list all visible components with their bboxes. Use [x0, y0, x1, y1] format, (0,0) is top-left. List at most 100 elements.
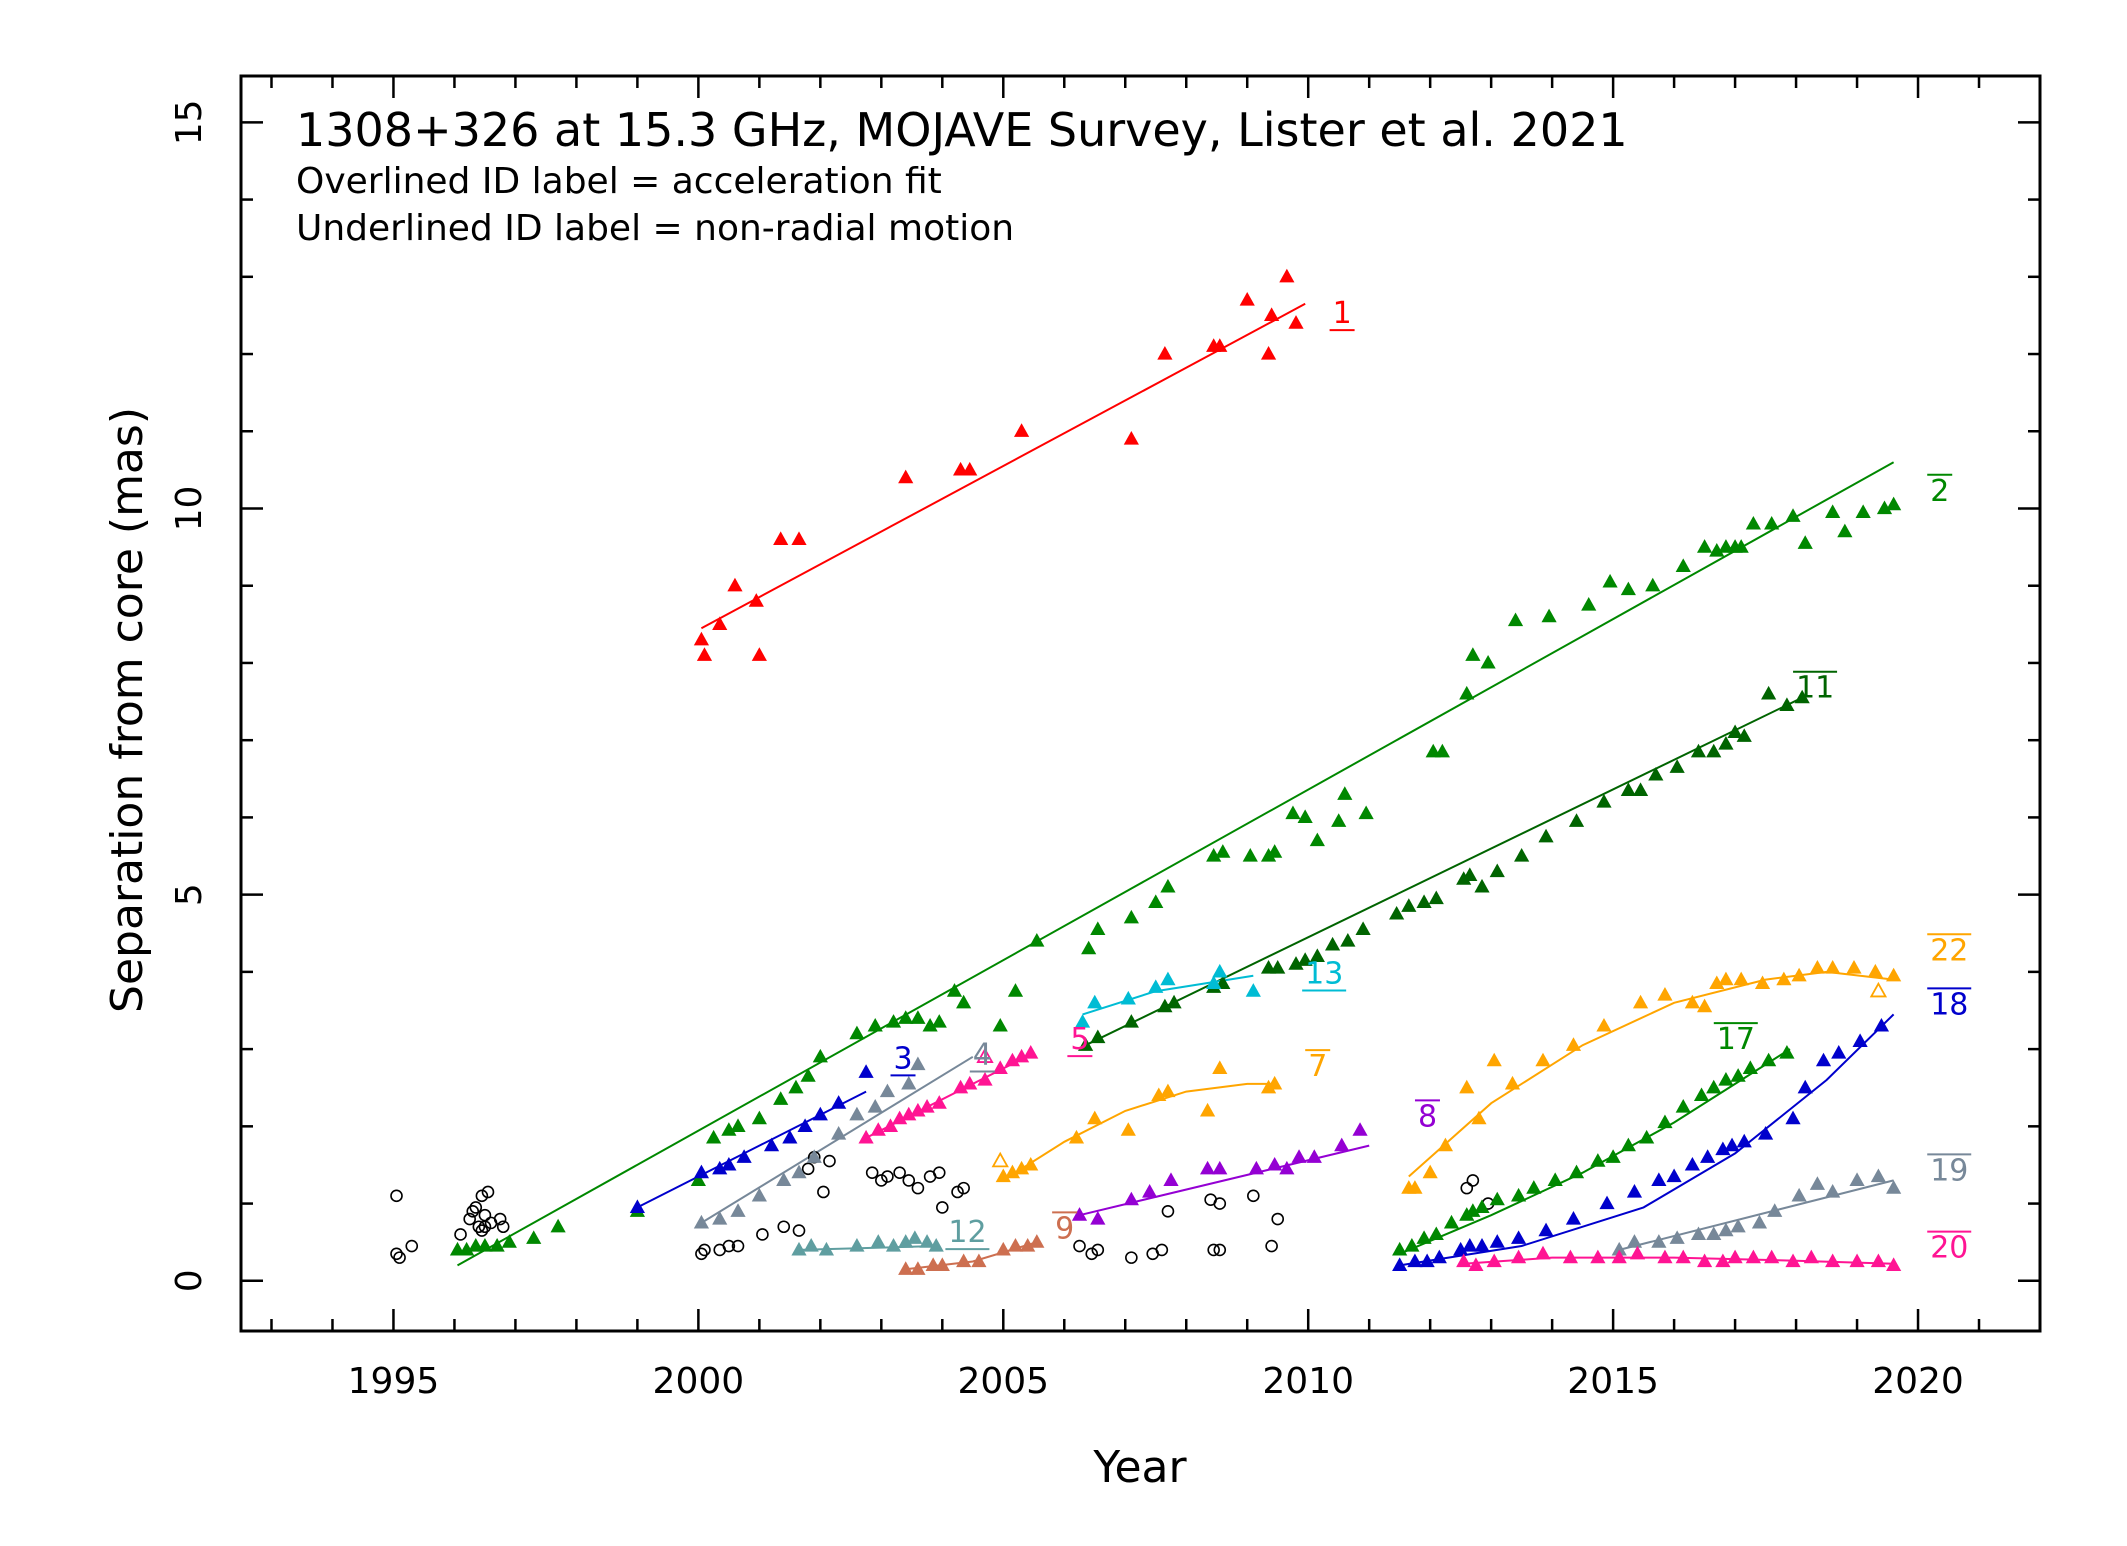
- point-22: [1535, 1052, 1551, 1067]
- component-label-20: 20: [1930, 1231, 1968, 1266]
- point-11: [1288, 956, 1304, 970]
- unidentified-points: [390, 1150, 1495, 1264]
- point-11: [1568, 813, 1585, 827]
- point-19: [1611, 1241, 1627, 1256]
- point-18: [1651, 1172, 1667, 1186]
- point-3: [736, 1149, 752, 1163]
- point-11: [1514, 848, 1530, 862]
- point-9: [1020, 1238, 1036, 1252]
- point-2: [788, 1079, 804, 1094]
- unidentified-point: [731, 1239, 745, 1253]
- component-label-1: 1: [1333, 296, 1352, 331]
- point-11: [1727, 724, 1743, 739]
- point-2: [1267, 844, 1283, 858]
- point-8: [1142, 1183, 1158, 1198]
- point-13: [1212, 963, 1228, 978]
- unidentified-point: [478, 1208, 492, 1222]
- point-18: [1724, 1137, 1740, 1152]
- x-tick-label: 1995: [348, 1361, 440, 1402]
- point-22: [1754, 975, 1771, 990]
- point-11: [1078, 1037, 1094, 1051]
- point-20: [1727, 1249, 1743, 1264]
- point-5: [1004, 1052, 1021, 1067]
- point-7: [995, 1168, 1011, 1183]
- point-2: [1459, 685, 1475, 700]
- point-5: [882, 1118, 899, 1132]
- point-11: [1428, 890, 1444, 905]
- note-underline: Underlined ID label = non-radial motion: [296, 208, 1014, 249]
- point-4: [879, 1083, 896, 1098]
- point-19: [1886, 1180, 1902, 1194]
- point-2: [690, 1172, 706, 1186]
- point-22: [1791, 967, 1807, 982]
- point-11: [1297, 952, 1313, 966]
- point-3: [629, 1199, 645, 1214]
- point-5: [1023, 1044, 1039, 1059]
- point-12: [928, 1238, 944, 1252]
- unidentified-point: [405, 1239, 419, 1253]
- point-11: [1090, 1029, 1106, 1044]
- point-11: [1620, 782, 1636, 796]
- point-11: [1157, 998, 1173, 1013]
- point-18: [1715, 1141, 1731, 1156]
- point-2: [550, 1218, 566, 1233]
- point-2: [1797, 535, 1813, 549]
- fit-line-18: [1399, 1013, 1895, 1267]
- point-4: [849, 1106, 865, 1121]
- point-18: [1489, 1234, 1505, 1248]
- unidentified-point: [865, 1166, 879, 1179]
- point-2: [946, 983, 963, 997]
- point-17: [1590, 1153, 1606, 1167]
- point-19: [1669, 1230, 1685, 1244]
- point-22: [1846, 960, 1862, 974]
- point-2: [1745, 515, 1761, 530]
- point-1: [751, 647, 767, 661]
- point-3: [831, 1095, 847, 1109]
- point-20: [1886, 1257, 1902, 1271]
- point-17: [1730, 1068, 1746, 1082]
- point-17: [1459, 1207, 1475, 1221]
- unidentified-point: [475, 1224, 489, 1237]
- point-2: [1480, 654, 1496, 669]
- point-2: [1876, 500, 1893, 515]
- point-11: [1462, 867, 1478, 881]
- fit-line-1: [700, 302, 1306, 630]
- point-4: [806, 1149, 822, 1163]
- point-4: [751, 1187, 767, 1202]
- point-4: [901, 1075, 917, 1090]
- unidentified-point: [936, 1201, 949, 1214]
- point-2: [1090, 921, 1106, 935]
- point-18: [1419, 1253, 1435, 1268]
- point-11: [1761, 685, 1777, 700]
- point-22: [1696, 998, 1713, 1013]
- point-2: [1764, 515, 1780, 530]
- fit-line-19: [1618, 1179, 1894, 1251]
- unidentified-point: [1091, 1243, 1105, 1257]
- point-2: [1825, 504, 1841, 518]
- component-label-22: 22: [1930, 933, 1968, 968]
- point-22: [1886, 967, 1902, 982]
- point-9: [1007, 1238, 1024, 1252]
- point-22: [1709, 975, 1725, 990]
- point-2: [501, 1234, 517, 1248]
- point-22: [1657, 987, 1673, 1001]
- point-18: [1510, 1230, 1527, 1244]
- plot-frame: [239, 74, 2042, 1333]
- point-22: [1459, 1079, 1475, 1094]
- point-2: [1358, 805, 1374, 820]
- point-3: [693, 1164, 710, 1179]
- unidentified-point: [881, 1170, 894, 1183]
- point-22: [1809, 960, 1826, 974]
- point-7: [1068, 1129, 1085, 1144]
- point-19: [1791, 1187, 1807, 1202]
- point-2: [751, 1110, 767, 1125]
- point-8: [1248, 1160, 1264, 1175]
- point-11: [1632, 782, 1649, 796]
- point-20: [1870, 1253, 1886, 1268]
- fit-line-11: [1085, 696, 1803, 1047]
- point-17: [1443, 1214, 1460, 1229]
- point-11: [1270, 960, 1286, 974]
- component-label-4: 4: [973, 1038, 992, 1073]
- point-2: [867, 1017, 883, 1032]
